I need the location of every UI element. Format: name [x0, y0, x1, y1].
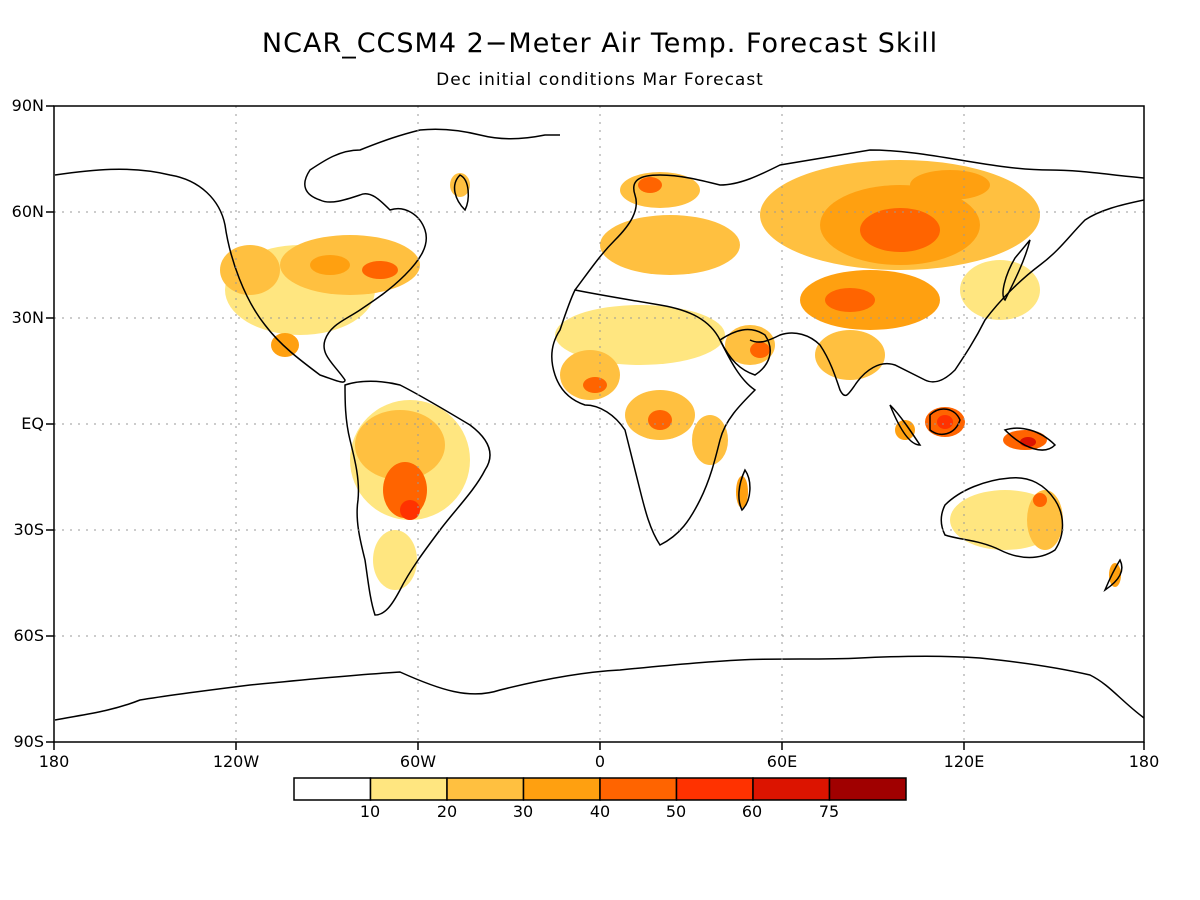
skill-area: [638, 177, 662, 193]
lon-label-0: 0: [594, 752, 606, 771]
skill-area: [648, 410, 672, 430]
lat-label-60s: 60S: [13, 626, 44, 645]
skill-shading: [220, 160, 1121, 590]
eurasia-south-coast: [749, 199, 1144, 397]
skill-area: [910, 170, 990, 200]
tick-marks: [46, 105, 1145, 750]
arabia-coast: [719, 328, 771, 376]
skill-area: [555, 305, 725, 365]
skill-area: [937, 415, 953, 429]
lat-label-30n: 30N: [11, 308, 44, 327]
new-zealand-coast: [1103, 558, 1123, 592]
colorbar-swatch: [522, 777, 601, 801]
skill-area: [692, 415, 728, 465]
skill-area: [825, 288, 875, 312]
coastlines: [54, 128, 1144, 721]
lat-label-90s: 90S: [13, 732, 44, 751]
colorbar-swatch: [675, 777, 754, 801]
africa-coast: [550, 289, 757, 546]
lon-label-60e: 60E: [766, 752, 798, 771]
skill-area: [220, 245, 280, 295]
lat-label-90n: 90N: [11, 96, 44, 115]
borneo-coast: [929, 408, 961, 436]
colorbar-label-75: 75: [818, 802, 840, 821]
madagascar-coast: [738, 468, 751, 512]
japan-coast: [1002, 239, 1031, 302]
lon-label-180w: 180: [38, 752, 70, 771]
greenland-coast: [453, 174, 470, 212]
colorbar-swatch: [293, 777, 372, 801]
skill-area: [860, 208, 940, 252]
skill-area: [355, 410, 445, 480]
skill-area: [960, 260, 1040, 320]
north-america-coast: [54, 128, 560, 383]
skill-area: [373, 530, 417, 590]
colorbar-swatch: [828, 777, 907, 801]
lat-label-30s: 30S: [13, 520, 44, 539]
skill-area: [400, 500, 420, 520]
colorbar-label-40: 40: [589, 802, 611, 821]
eurasia-north-coast: [574, 149, 1144, 291]
colorbar-label-20: 20: [436, 802, 458, 821]
colorbar-label-30: 30: [512, 802, 534, 821]
map-subtitle: Dec initial conditions Mar Forecast: [436, 70, 764, 90]
lon-label-120w: 120W: [212, 752, 260, 771]
lon-label-60w: 60W: [399, 752, 437, 771]
skill-area: [750, 342, 770, 358]
lat-label-60n: 60N: [11, 202, 44, 221]
lon-label-120e: 120E: [943, 752, 985, 771]
skill-area: [310, 255, 350, 275]
colorbar-swatch: [599, 777, 678, 801]
antarctica-coast: [54, 655, 1144, 721]
map-title: NCAR_CCSM4 2−Meter Air Temp. Forecast Sk…: [261, 28, 939, 59]
south-america-coast: [344, 380, 491, 616]
new-guinea-coast: [1003, 427, 1057, 451]
skill-area: [362, 261, 398, 279]
skill-area: [1033, 493, 1047, 507]
colorbar-label-60: 60: [741, 802, 763, 821]
colorbar-swatch: [446, 777, 525, 801]
skill-area: [583, 377, 607, 393]
skill-area: [600, 215, 740, 275]
australia-coast: [940, 477, 1064, 559]
lat-label-eq: EQ: [21, 414, 44, 433]
colorbar-swatch: [369, 777, 448, 801]
colorbar-label-10: 10: [359, 802, 381, 821]
skill-area: [1109, 563, 1121, 587]
sumatra-coast: [889, 404, 922, 446]
colorbar-swatch: [752, 777, 831, 801]
colorbar-label-50: 50: [665, 802, 687, 821]
lon-label-180e: 180: [1128, 752, 1160, 771]
gridlines: [54, 106, 1144, 742]
